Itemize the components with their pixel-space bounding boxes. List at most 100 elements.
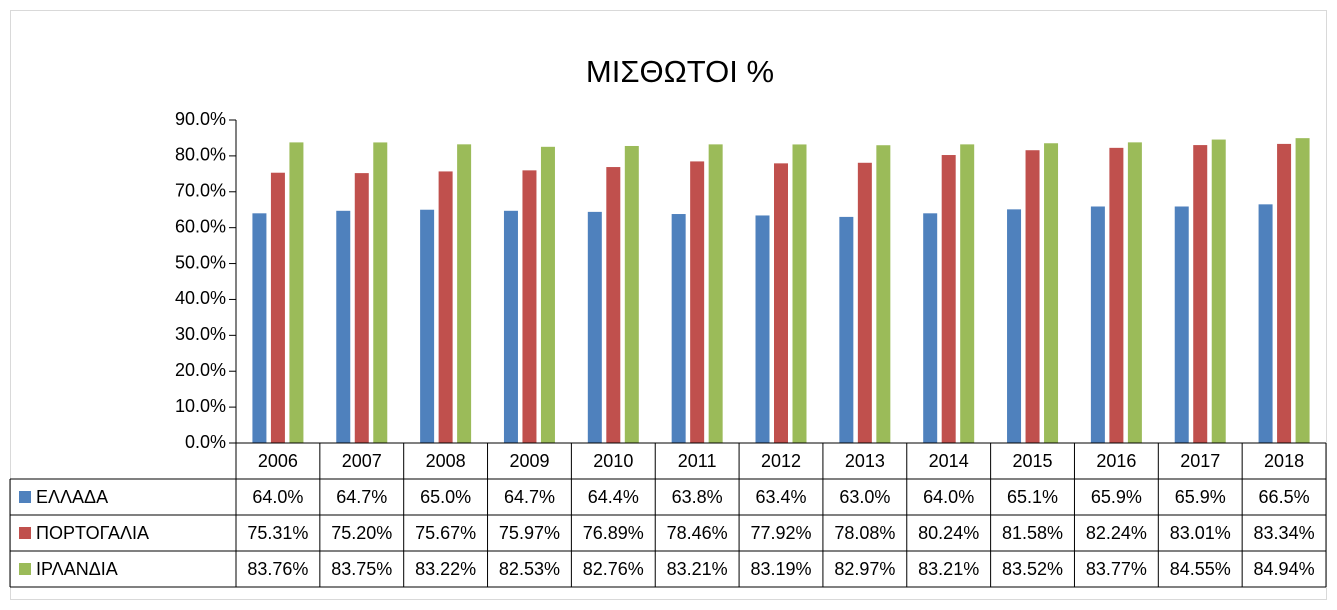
chart-border	[10, 10, 1327, 600]
legend-label: ΕΛΛΑΔΑ	[36, 487, 108, 507]
y-tick-label: 0.0%	[185, 432, 226, 452]
bar	[354, 173, 369, 444]
bar	[289, 142, 304, 444]
bar	[857, 162, 872, 444]
x-tick-label: 2008	[426, 451, 466, 471]
bar	[503, 210, 518, 443]
bar	[941, 155, 956, 443]
bar	[876, 145, 891, 443]
bar	[1090, 206, 1105, 443]
legend-label: ΠΟΡΤΟΓΑΛΙΑ	[36, 523, 149, 543]
x-tick-label: 2016	[1096, 451, 1136, 471]
y-tick-label: 30.0%	[175, 324, 226, 344]
table-cell: 83.34%	[1254, 523, 1315, 543]
table-cell: 83.77%	[1086, 559, 1147, 579]
table-cell: 75.97%	[499, 523, 560, 543]
table-cell: 65.9%	[1091, 487, 1142, 507]
x-tick-label: 2015	[1013, 451, 1053, 471]
bar	[587, 211, 602, 443]
bar	[1007, 209, 1022, 443]
table-cell: 78.08%	[834, 523, 895, 543]
table-cell: 77.92%	[750, 523, 811, 543]
bar	[755, 215, 770, 443]
legend-key	[19, 563, 31, 575]
bar	[1295, 138, 1310, 443]
y-tick-label: 80.0%	[175, 145, 226, 165]
bar	[252, 213, 267, 443]
y-tick-label: 20.0%	[175, 360, 226, 380]
bar	[1193, 145, 1208, 443]
table-cell: 82.24%	[1086, 523, 1147, 543]
table-cell: 75.20%	[331, 523, 392, 543]
bar	[336, 210, 351, 443]
bar	[540, 146, 555, 443]
bar	[457, 144, 472, 443]
x-tick-label: 2010	[593, 451, 633, 471]
table-cell: 75.31%	[247, 523, 308, 543]
table-cell: 83.19%	[750, 559, 811, 579]
table-cell: 82.53%	[499, 559, 560, 579]
table-cell: 65.1%	[1007, 487, 1058, 507]
bar	[270, 172, 285, 444]
bar	[839, 216, 854, 443]
y-tick-label: 90.0%	[175, 109, 226, 129]
table-cell: 83.01%	[1170, 523, 1231, 543]
x-tick-label: 2007	[342, 451, 382, 471]
table-cell: 64.0%	[923, 487, 974, 507]
bar	[1025, 150, 1040, 443]
table-cell: 84.94%	[1254, 559, 1315, 579]
table-cell: 83.52%	[1002, 559, 1063, 579]
table-cell: 81.58%	[1002, 523, 1063, 543]
bar	[1109, 147, 1124, 443]
table-cell: 83.22%	[415, 559, 476, 579]
x-tick-label: 2014	[929, 451, 969, 471]
table-cell: 75.67%	[415, 523, 476, 543]
bar	[624, 145, 639, 443]
bar	[923, 213, 938, 443]
table-cell: 76.89%	[583, 523, 644, 543]
legend-key	[19, 491, 31, 503]
y-tick-label: 60.0%	[175, 216, 226, 236]
x-tick-label: 2009	[509, 451, 549, 471]
table-cell: 64.0%	[252, 487, 303, 507]
x-tick-label: 2012	[761, 451, 801, 471]
table-cell: 63.8%	[672, 487, 723, 507]
chart-title: ΜΙΣΘΩΤΟΙ %	[586, 54, 774, 89]
y-tick-label: 70.0%	[175, 181, 226, 201]
bar	[1277, 143, 1292, 444]
bar	[671, 214, 686, 443]
table-cell: 63.4%	[755, 487, 806, 507]
x-tick-label: 2013	[845, 451, 885, 471]
bar	[774, 163, 788, 444]
x-tick-label: 2006	[258, 451, 298, 471]
table-cell: 64.4%	[588, 487, 639, 507]
bar	[792, 144, 807, 443]
table-cell: 82.97%	[834, 559, 895, 579]
table-cell: 83.75%	[331, 559, 392, 579]
bar	[420, 209, 435, 443]
x-tick-label: 2017	[1180, 451, 1220, 471]
bar	[522, 170, 537, 443]
table-cell: 83.76%	[247, 559, 308, 579]
legend-label: ΙΡΛΑΝΔΙΑ	[36, 559, 118, 579]
bar	[960, 144, 975, 443]
bar	[1044, 143, 1059, 444]
x-tick-label: 2018	[1264, 451, 1304, 471]
x-tick-label: 2011	[678, 451, 717, 471]
table-cell: 65.9%	[1175, 487, 1226, 507]
bar	[708, 144, 723, 443]
table-cell: 64.7%	[336, 487, 387, 507]
table-cell: 80.24%	[918, 523, 979, 543]
table-cell: 66.5%	[1259, 487, 1310, 507]
bar	[438, 171, 453, 443]
bar	[1211, 139, 1226, 443]
bar	[1258, 204, 1273, 443]
table-cell: 83.21%	[918, 559, 979, 579]
table-cell: 65.0%	[420, 487, 471, 507]
bar	[373, 142, 388, 444]
bar	[690, 161, 705, 443]
y-tick-label: 40.0%	[175, 288, 226, 308]
bar	[1127, 142, 1142, 444]
legend-key	[19, 527, 31, 539]
